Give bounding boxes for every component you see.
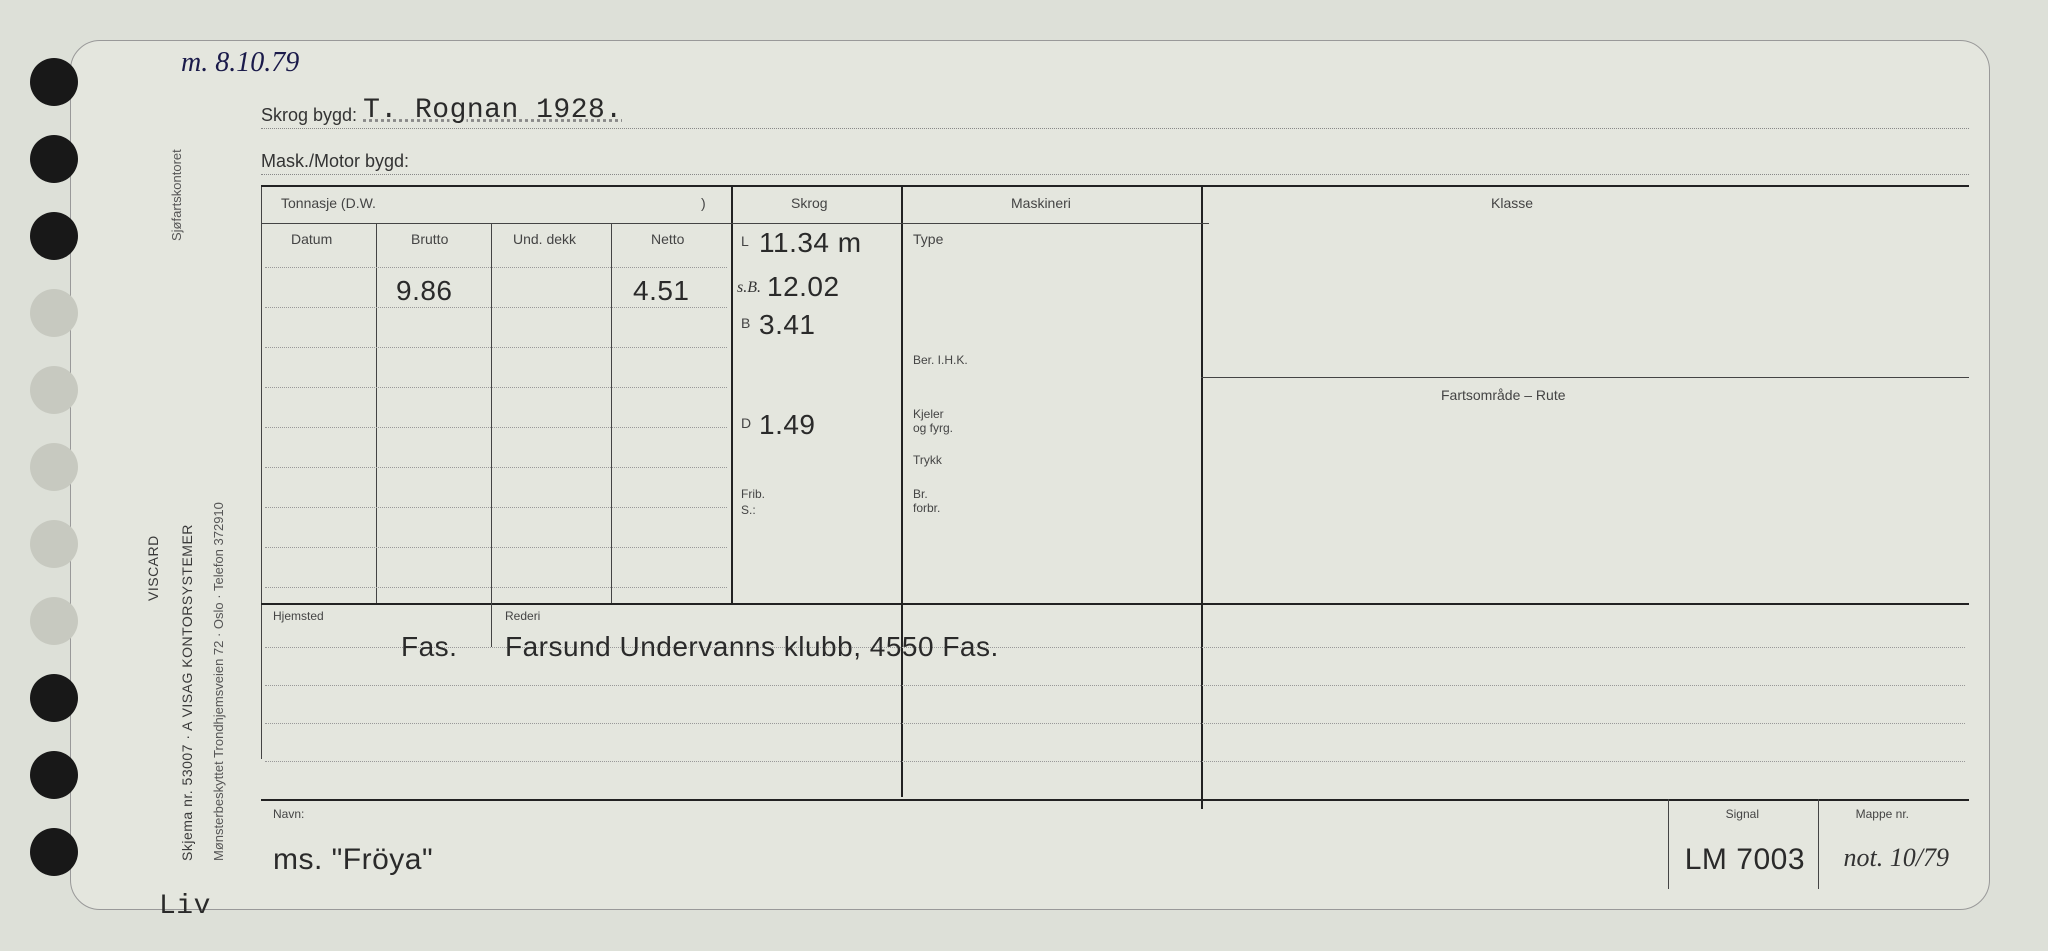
D-value: 1.49 [759, 409, 816, 441]
skrog-bygd-label: Skrog bygd: [261, 105, 357, 126]
sb-value: 12.02 [767, 271, 840, 303]
hole-icon [30, 289, 78, 337]
form-area: Skrog bygd: T. Rognan 1928. Mask./Motor … [261, 89, 1969, 889]
datum-label: Datum [291, 231, 332, 247]
maskineri-header: Maskineri [1011, 195, 1071, 211]
signal-label: Signal [1726, 807, 1759, 821]
D-label: D [741, 415, 751, 431]
netto-label: Netto [651, 231, 684, 247]
brand-logo: VISCARD [145, 535, 163, 601]
side-print-line1: Skjema nr. 53007 · A VISAG KONTORSYSTEME… [179, 524, 195, 861]
klasse-header: Klasse [1491, 195, 1533, 211]
skrog-bygd-value: T. Rognan 1928. [363, 95, 623, 126]
form-number: Skjema nr. 53007 · A VISAG KONTORSYSTEME… [179, 524, 195, 861]
skrog-header: Skrog [791, 195, 828, 211]
main-grid: Tonnasje (D.W. ) Datum Brutto Und. dekk … [261, 185, 1969, 889]
hole-icon [30, 135, 78, 183]
rederi-label: Rederi [505, 609, 540, 623]
hole-icon [30, 443, 78, 491]
mask-motor-label: Mask./Motor bygd: [261, 151, 409, 172]
hole-icon [30, 366, 78, 414]
tonnasje-close: ) [701, 195, 706, 211]
mappe-label: Mappe nr. [1856, 807, 1909, 821]
B-value: 3.41 [759, 309, 816, 341]
type-label: Type [913, 231, 943, 247]
rederi-value: Farsund Undervanns klubb, 4550 Fas. [505, 631, 999, 663]
ber-label: Ber. I.H.K. [913, 353, 968, 367]
navn-label: Navn: [273, 807, 304, 821]
sjofart-label: Sjøfartskontoret [169, 149, 184, 241]
hole-icon [30, 212, 78, 260]
side-print-line2: Mønsterbeskyttet Trondhjemsveien 72 · Os… [211, 502, 226, 861]
L-value: 11.34 m [759, 227, 862, 259]
tonnasje-label: Tonnasje (D.W. [281, 195, 376, 211]
hole-icon [30, 751, 78, 799]
skrog-bygd-row: Skrog bygd: T. Rognan 1928. [261, 89, 1969, 129]
mappe-value: not. 10/79 [1844, 843, 1949, 873]
s-label: S.: [741, 503, 756, 517]
hjemsted-label: Hjemsted [273, 609, 324, 623]
index-card: m. 8.10.79 Skjema nr. 53007 · A VISAG KO… [70, 40, 1990, 910]
hole-icon [30, 597, 78, 645]
hole-icon [30, 674, 78, 722]
und-dekk-label: Und. dekk [513, 231, 576, 247]
L-label: L [741, 233, 749, 249]
trykk-label: Trykk [913, 453, 942, 467]
hjemsted-value: Fas. [401, 631, 457, 663]
hole-icon [30, 828, 78, 876]
br-forbr-label: Br. forbr. [913, 487, 940, 515]
mask-motor-row: Mask./Motor bygd: [261, 135, 1969, 175]
hole-icon [30, 520, 78, 568]
hole-icon [30, 58, 78, 106]
handwritten-date-top: m. 8.10.79 [181, 47, 299, 79]
punch-holes [30, 58, 90, 905]
navn-value: ms. "Fröya" [273, 843, 433, 877]
liv-text: Liv [159, 891, 211, 922]
brand-text: VISCARD [145, 535, 161, 601]
frib-label: Frib. [741, 487, 765, 501]
kjeler-label: Kjeler og fyrg. [913, 407, 953, 435]
B-label: B [741, 315, 750, 331]
sb-label: s.B. [737, 279, 761, 297]
signal-value: LM 7003 [1685, 843, 1805, 877]
brutto-label: Brutto [411, 231, 448, 247]
brutto-value: 9.86 [396, 275, 453, 307]
fartsomrade-label: Fartsområde – Rute [1441, 387, 1566, 403]
netto-value: 4.51 [633, 275, 690, 307]
